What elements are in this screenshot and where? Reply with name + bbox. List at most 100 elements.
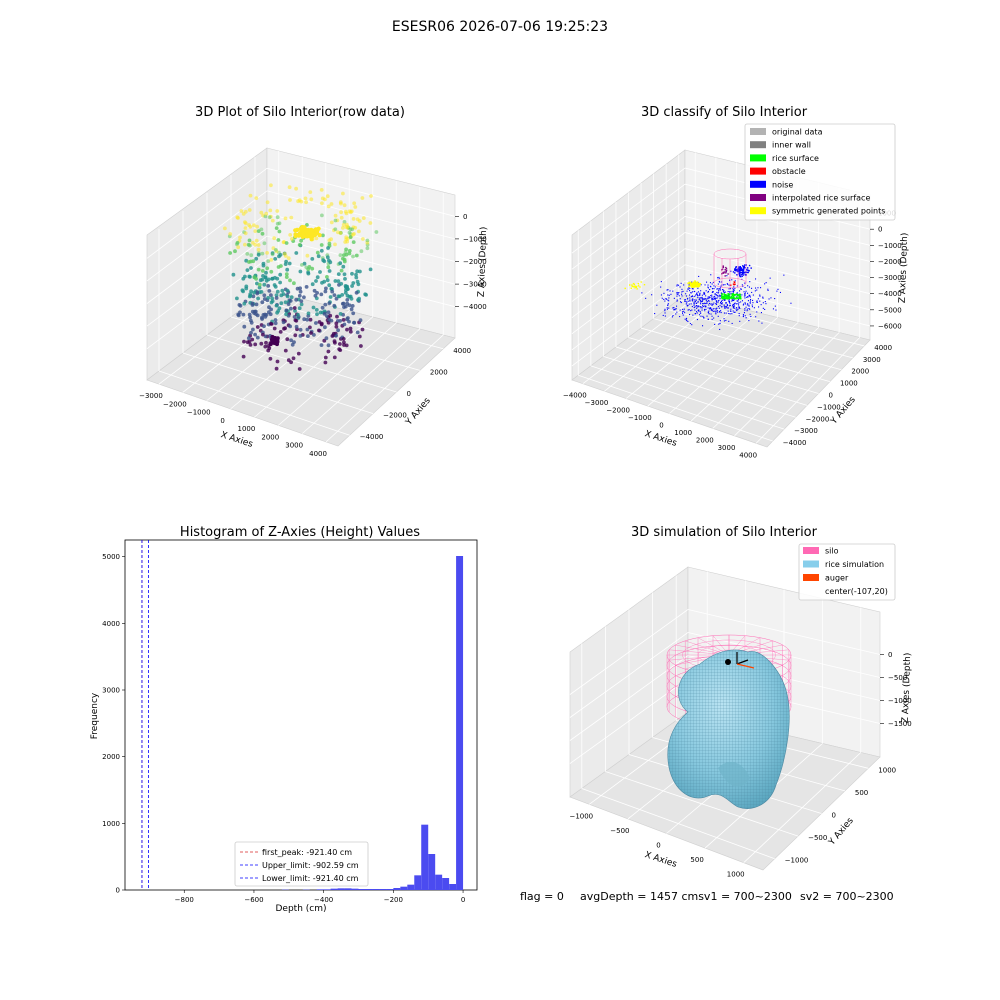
symmetric-point [689, 281, 692, 284]
noise-point [705, 298, 707, 300]
raw-data-3d-panel: 3D Plot of Silo Interior(row data) −3000… [139, 105, 489, 458]
noise-point [717, 306, 719, 308]
figure-suptitle: ESESR06 2026-07-06 19:25:23 [392, 19, 608, 35]
noise-point [720, 312, 722, 314]
legend-label: obstacle [772, 167, 806, 176]
histogram-bar [344, 888, 352, 890]
noise-point [710, 309, 712, 311]
noise-point [733, 305, 735, 307]
noise-point [718, 276, 720, 278]
noise-point [707, 298, 709, 300]
raw-data-point [275, 338, 280, 343]
noise-point [738, 266, 740, 268]
raw-data-point [266, 284, 271, 288]
noise-point [699, 292, 701, 294]
raw-data-point [256, 252, 261, 257]
raw-data-point [315, 291, 319, 295]
noise-point [741, 278, 743, 280]
raw-data-point [286, 256, 291, 261]
y-tick-label: 5000 [102, 553, 120, 561]
noise-point [717, 277, 719, 279]
raw-data-point [251, 223, 256, 228]
noise-point [750, 267, 752, 269]
raw-data-point [326, 343, 331, 348]
raw-data-point [248, 293, 253, 298]
noise-point [723, 304, 725, 306]
raw-data-point [360, 327, 365, 332]
raw-data-point [342, 203, 347, 208]
histogram-bar [428, 854, 436, 890]
raw-data-point [343, 277, 347, 281]
raw-data-point [320, 201, 324, 206]
y-tick-label: −1000 [817, 403, 841, 411]
rice-surface-point [739, 295, 742, 298]
raw-data-point [283, 348, 288, 353]
histogram-bar [316, 889, 324, 890]
noise-point [744, 264, 746, 266]
noise-point [668, 294, 670, 296]
rice-surface-point [726, 295, 728, 298]
raw-data-point [270, 337, 275, 342]
raw-data-point [269, 269, 274, 274]
raw-data-point [285, 288, 290, 293]
noise-point [747, 267, 749, 269]
noise-point [739, 290, 741, 292]
noise-point [741, 268, 744, 271]
raw-data-point [251, 259, 256, 264]
noise-point [738, 272, 741, 274]
raw-data-point [354, 272, 358, 277]
noise-point [672, 290, 674, 292]
raw-data-point [294, 324, 299, 329]
raw-data-point [305, 317, 310, 322]
raw-data-point [325, 194, 330, 199]
raw-data-point [247, 223, 252, 227]
raw-data-point [237, 303, 242, 307]
noise-point [720, 295, 722, 297]
noise-point [759, 295, 761, 297]
interpolated-surface-point [725, 270, 727, 273]
raw-data-point [329, 237, 333, 242]
noise-point [713, 317, 715, 319]
symmetric-point [695, 281, 698, 284]
obstacle-point [734, 281, 736, 284]
noise-point [718, 307, 720, 309]
noise-point [692, 300, 694, 302]
noise-point [706, 298, 708, 300]
raw-data-point [311, 305, 316, 310]
symmetric-point [692, 281, 695, 284]
noise-point [707, 296, 709, 298]
raw-points [223, 183, 379, 371]
noise-point [712, 298, 714, 300]
raw-data-point [368, 267, 373, 272]
noise-point [660, 281, 662, 283]
symmetric-point [698, 284, 700, 287]
noise-point [711, 318, 713, 320]
rice-surface-point [728, 297, 730, 300]
raw-data-point [328, 295, 333, 299]
raw-data-point [323, 302, 328, 307]
noise-point [740, 269, 742, 272]
raw-data-point [278, 272, 283, 277]
noise-point [654, 313, 656, 315]
histogram-bar [323, 889, 331, 890]
raw-data-point [327, 241, 332, 246]
raw-data-point [268, 208, 273, 213]
raw-data-point [244, 286, 249, 291]
noise-point [749, 294, 751, 296]
noise-point [747, 292, 749, 294]
raw-data-point [341, 191, 345, 196]
noise-point [756, 311, 758, 313]
noise-point [698, 275, 700, 277]
rice-surface-point [730, 296, 733, 298]
noise-point [703, 291, 705, 293]
noise-point [729, 291, 731, 293]
noise-point [701, 294, 703, 296]
noise-point [686, 317, 688, 319]
noise-point [725, 306, 727, 308]
raw-data-point [333, 227, 338, 232]
noise-point [700, 307, 702, 309]
noise-point [757, 287, 759, 289]
legend-swatch [803, 574, 819, 581]
noise-point [729, 291, 731, 293]
noise-point [765, 282, 767, 284]
